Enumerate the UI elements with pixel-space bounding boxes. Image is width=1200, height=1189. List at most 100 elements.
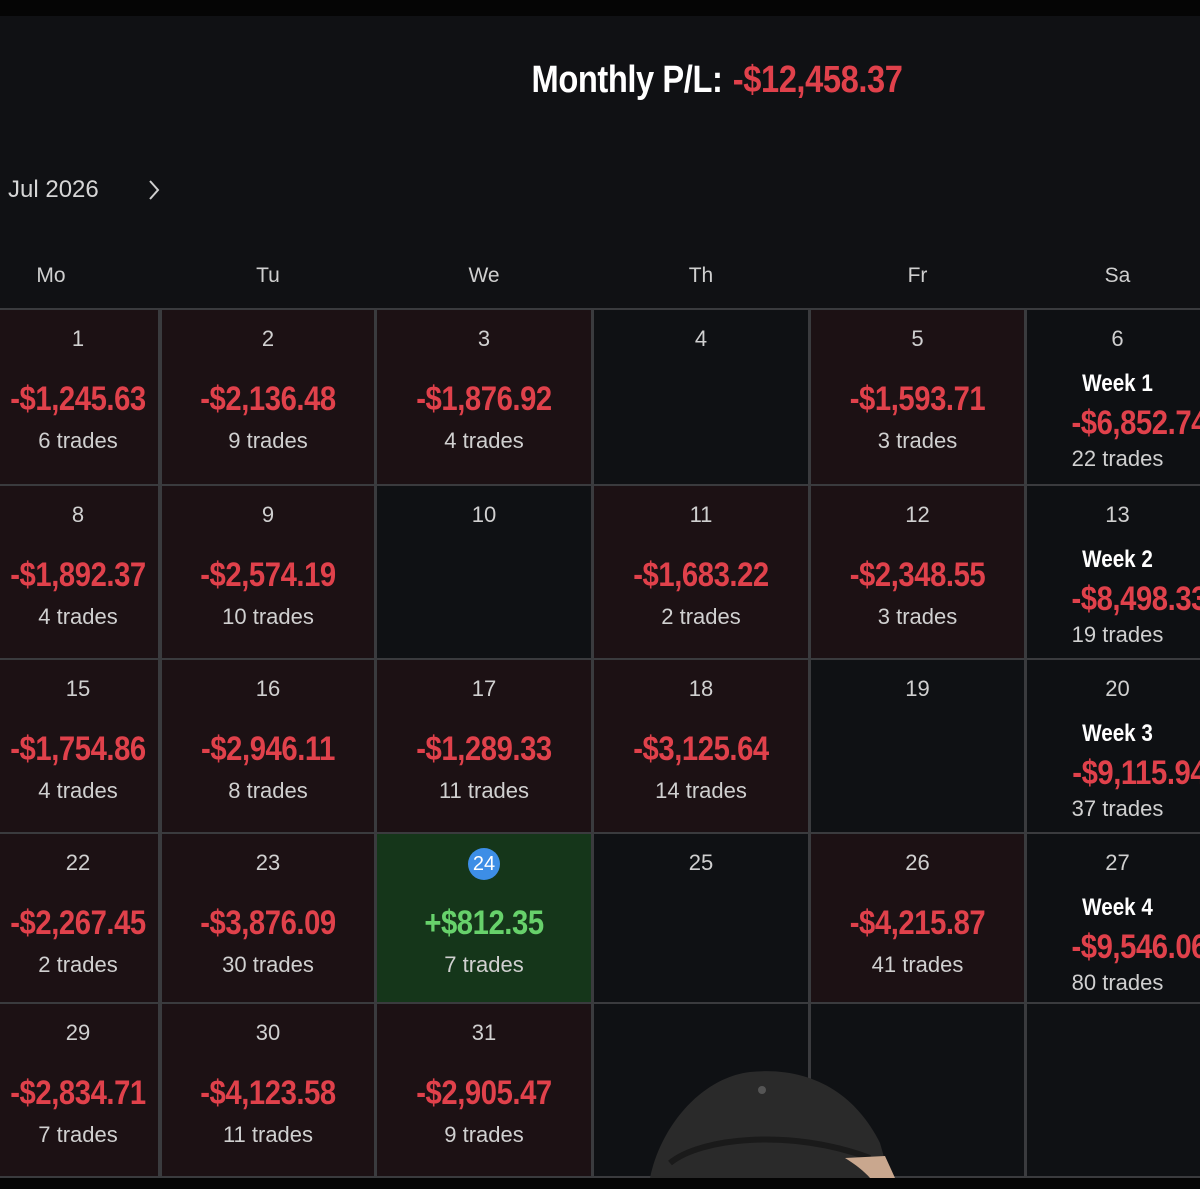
day-number: 27 [1105,850,1130,875]
trade-count: 2 trades [661,604,741,629]
trade-count: 6 trades [38,428,118,453]
day-cell[interactable]: 22 -$2,267.45 2 trades [0,832,160,1004]
weekday-header: Mo Tu We Th Fr Sa [0,258,1200,294]
day-cell[interactable]: 23 -$3,876.09 30 trades [160,832,376,1004]
day-number: 26 [905,850,930,875]
day-number: 30 [255,1020,281,1045]
trade-count: 2 trades [38,952,118,977]
week-pl: -$8,498.33 [1071,580,1200,618]
day-number: 6 [1111,326,1124,351]
top-bar [0,0,1200,16]
day-cell[interactable]: 24 +$812.35 7 trades [375,832,593,1004]
day-number: 29 [65,1020,91,1045]
month-nav: Jul 2026 [8,172,165,208]
week-summary-cell[interactable]: 13 Week 2 -$8,498.33 19 trades [1025,484,1200,660]
today-badge: 24 [468,848,500,880]
day-cell[interactable]: 31 -$2,905.47 9 trades [375,1002,593,1178]
weekday-fr: Fr [907,264,928,287]
webcam-person [650,1071,895,1178]
day-cell[interactable]: 8 -$1,892.37 4 trades [0,484,160,660]
day-cell[interactable]: 30 -$4,123.58 11 trades [160,1002,376,1178]
day-number: 20 [1105,676,1130,701]
week-trade-count: 80 trades [1071,970,1164,995]
day-pl: -$2,136.48 [200,380,336,418]
day-pl: -$1,892.37 [10,556,146,594]
week-summary-cell[interactable]: 20 Week 3 -$9,115.94 37 trades [1025,658,1200,834]
empty-cell[interactable] [1025,1002,1200,1178]
trade-count: 30 trades [222,952,314,977]
day-number: 17 [471,676,497,701]
current-month: Jul 2026 [8,176,99,203]
trade-count: 14 trades [655,778,747,803]
trade-count: 4 trades [444,428,524,453]
day-number: 23 [255,850,281,875]
day-pl: -$2,574.19 [200,556,336,594]
monthly-pl-value: -$12,458.37 [732,58,903,101]
weekday-mo: Mo [36,264,66,287]
week-trade-count: 37 trades [1071,796,1164,821]
day-cell[interactable]: 17 -$1,289.33 11 trades [375,658,593,834]
day-cell[interactable]: 29 -$2,834.71 7 trades [0,1002,160,1178]
day-number: 19 [905,676,930,701]
week-trade-count: 22 trades [1071,446,1164,471]
day-number: 15 [65,676,91,701]
trade-count: 4 trades [38,604,118,629]
day-pl: -$1,245.63 [10,380,146,418]
week-pl: -$9,115.94 [1072,754,1200,792]
trade-count: 8 trades [228,778,308,803]
week-summary-cell[interactable]: 27 Week 4 -$9,546.06 80 trades [1025,832,1200,1004]
day-pl: -$2,905.47 [416,1074,552,1112]
week-label: Week 4 [1082,894,1153,921]
trade-count: 11 trades [222,1122,314,1147]
day-pl: -$1,593.71 [849,380,986,418]
trade-count: 3 trades [877,428,958,453]
day-number: 9 [261,502,275,527]
day-number: 12 [905,502,930,527]
day-pl: +$812.35 [424,904,544,942]
day-number: 25 [688,850,714,875]
day-number: 22 [65,850,91,875]
day-cell[interactable]: 2 -$2,136.48 9 trades [160,308,376,486]
day-number: 18 [688,676,714,701]
weekday-tu: Tu [256,264,280,287]
weekday-sa: Sa [1104,264,1131,287]
week-trade-count: 19 trades [1071,622,1164,647]
day-number: 8 [71,502,85,527]
day-cell[interactable]: 16 -$2,946.11 8 trades [160,658,376,834]
day-cell[interactable]: 4 [592,308,810,486]
day-cell[interactable]: 1 -$1,245.63 6 trades [0,308,160,486]
trade-count: 41 trades [871,952,964,977]
week-summary-cell[interactable]: 6 Week 1 -$6,852.74 22 trades [1025,308,1200,486]
day-cell[interactable]: 19 [809,658,1026,834]
day-cell[interactable]: 5 -$1,593.71 3 trades [809,308,1026,486]
week-label: Week 2 [1082,546,1153,573]
day-cell[interactable]: 12 -$2,348.55 3 trades [809,484,1026,660]
trade-count: 4 trades [38,778,118,803]
day-cell[interactable]: 26 -$4,215.87 41 trades [809,832,1026,1004]
day-cell[interactable]: 11 -$1,683.22 2 trades [592,484,810,660]
week-pl: -$6,852.74 [1071,404,1200,442]
day-pl: -$3,876.09 [200,904,336,942]
day-cell[interactable]: 10 [375,484,593,660]
day-number: 2 [261,326,275,351]
chevron-right-icon[interactable] [143,172,165,208]
day-number: 1 [71,326,85,351]
day-pl: -$1,876.92 [416,380,552,418]
day-pl: -$1,754.86 [10,730,146,768]
day-pl: -$3,125.64 [633,730,769,768]
day-pl: -$4,123.58 [200,1074,336,1112]
day-cell[interactable]: 15 -$1,754.86 4 trades [0,658,160,834]
day-cell[interactable]: 18 -$3,125.64 14 trades [592,658,810,834]
day-number: 5 [911,326,924,351]
day-cell[interactable]: 3 -$1,876.92 4 trades [375,308,593,486]
day-number: 24 [377,848,591,880]
day-cell[interactable]: 9 -$2,574.19 10 trades [160,484,376,660]
day-cell[interactable]: 25 [592,832,810,1004]
day-pl: -$1,289.33 [416,730,552,768]
day-pl: -$1,683.22 [633,556,769,594]
weekday-th: Th [688,264,714,287]
trade-count: 7 trades [38,1122,118,1147]
trade-count: 7 trades [444,952,524,977]
day-number: 11 [689,502,713,527]
day-pl: -$2,267.45 [10,904,146,942]
